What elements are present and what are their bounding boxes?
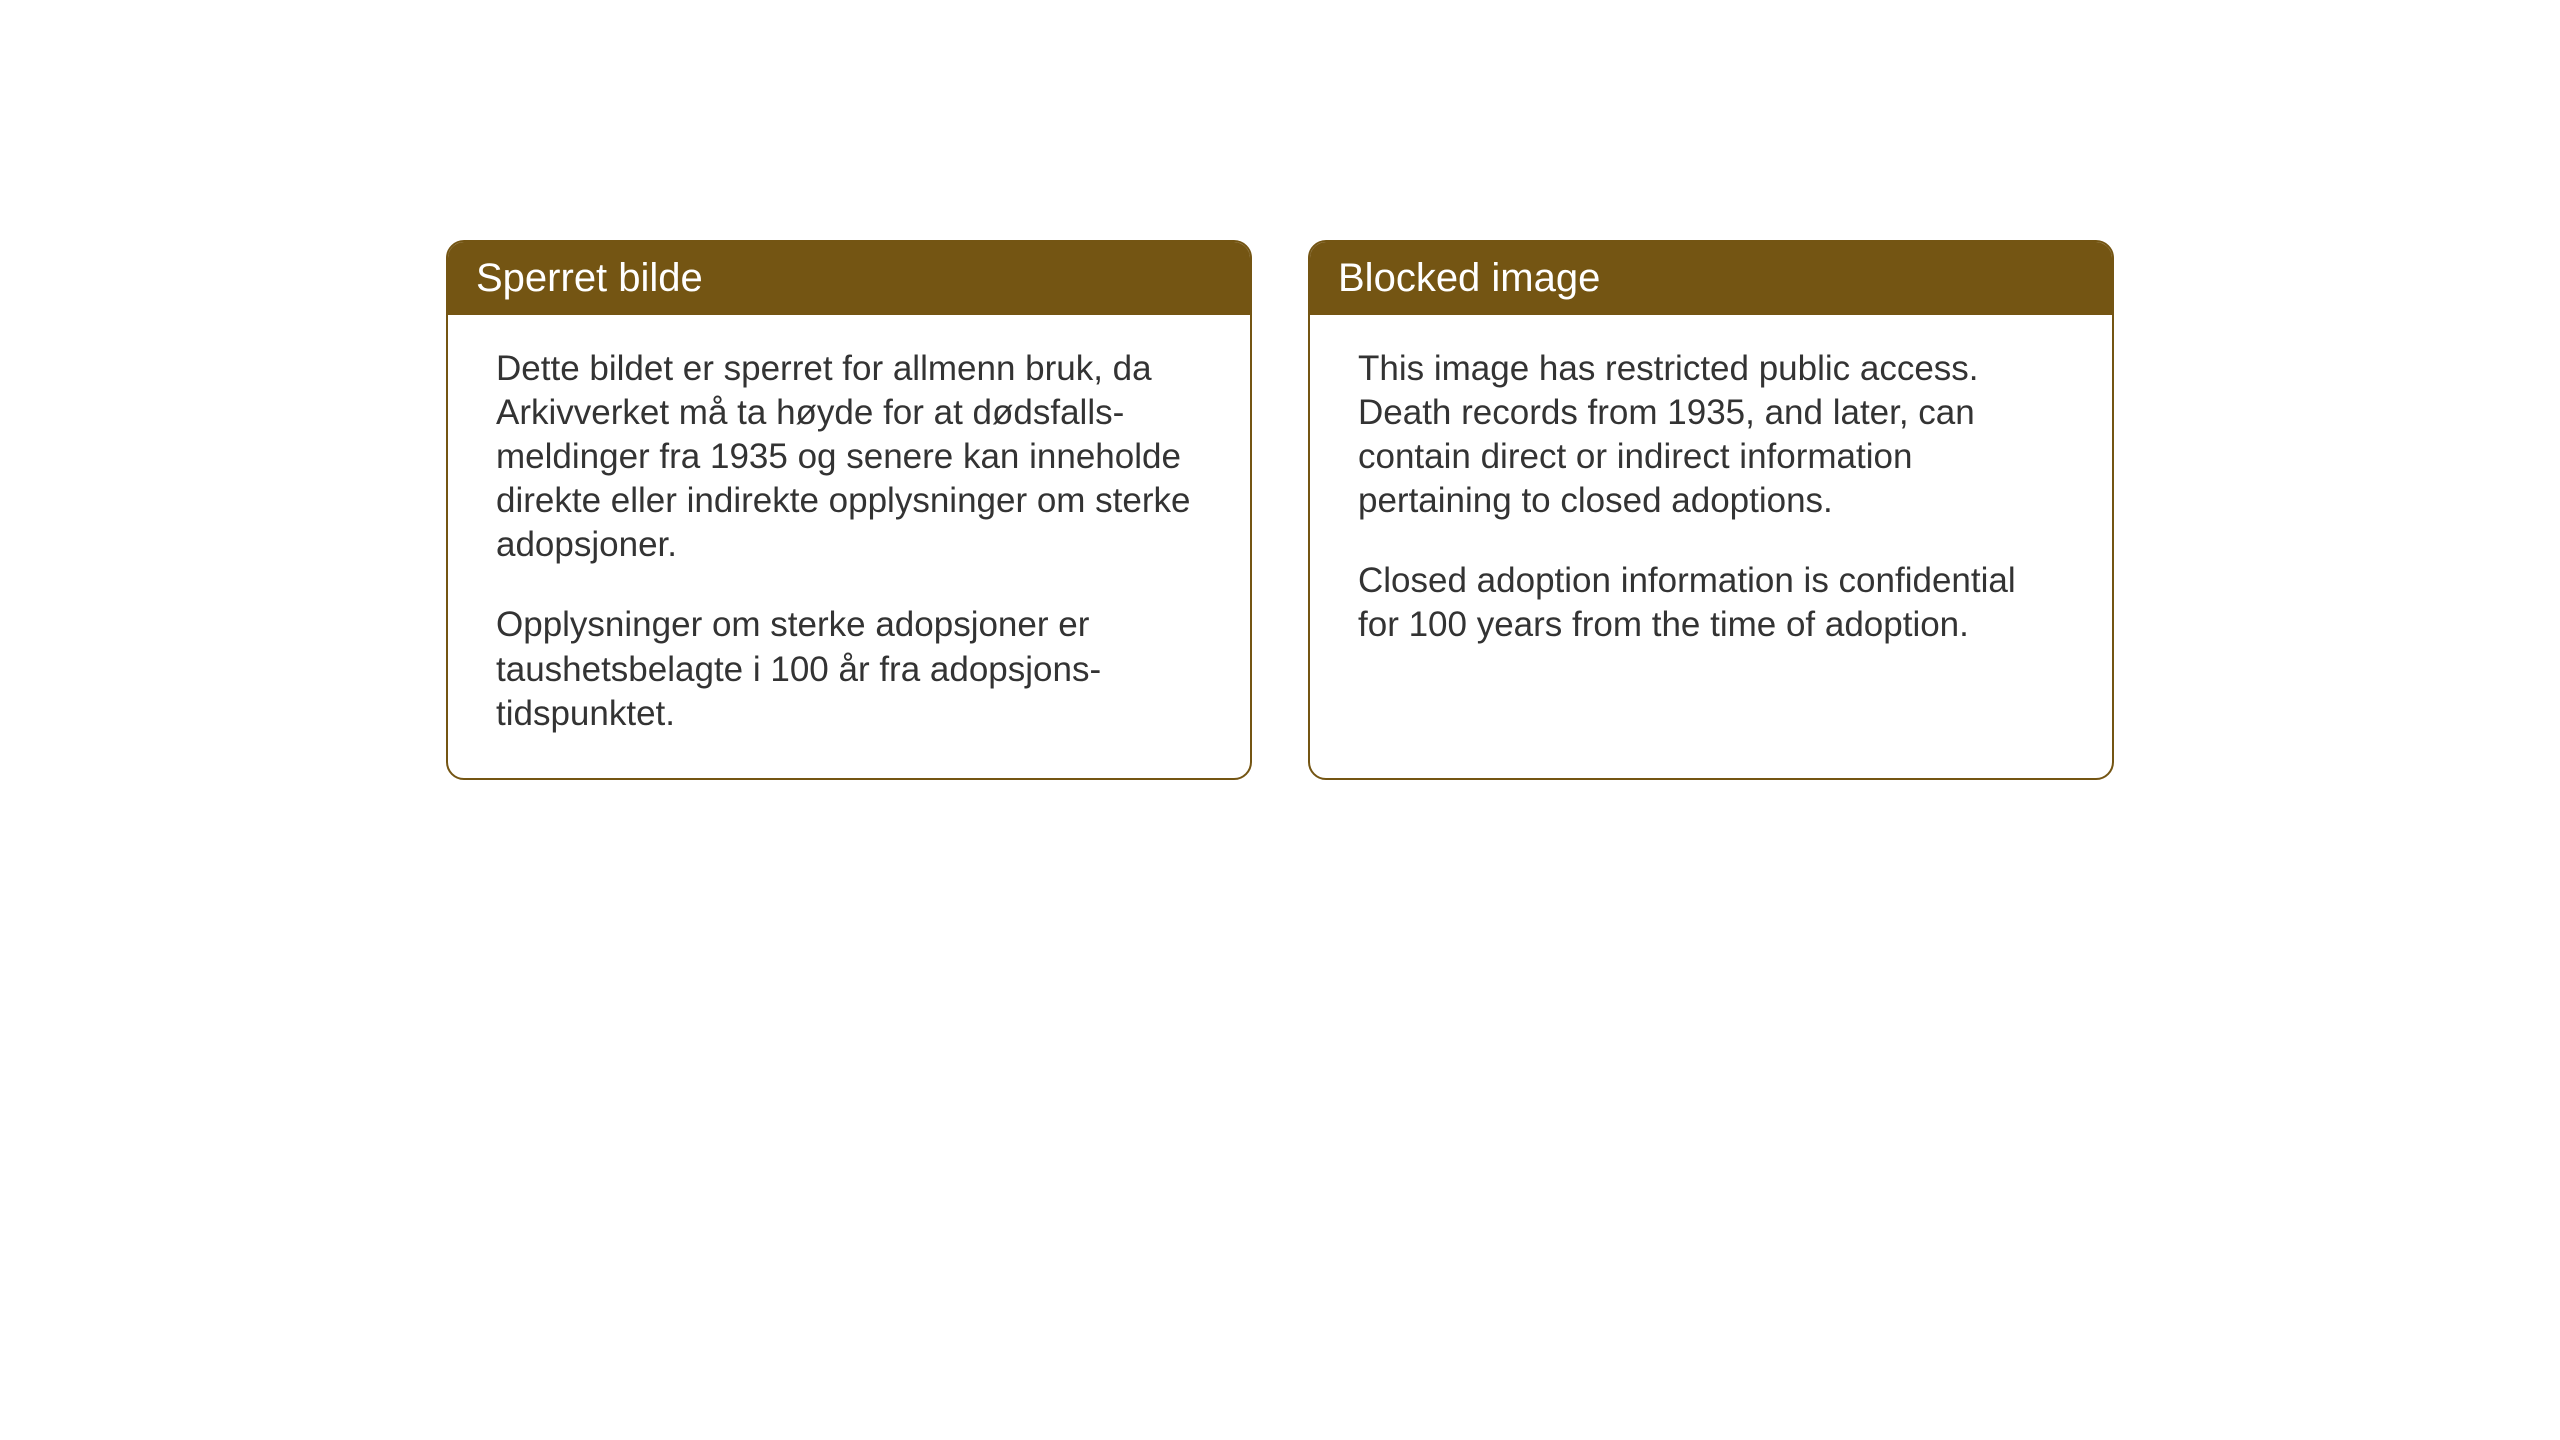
paragraph-2-english: Closed adoption information is confident… bbox=[1358, 559, 2064, 647]
card-body-norwegian: Dette bildet er sperret for allmenn bruk… bbox=[448, 315, 1250, 778]
paragraph-1-english: This image has restricted public access.… bbox=[1358, 347, 2064, 523]
blocked-image-card-norwegian: Sperret bilde Dette bildet er sperret fo… bbox=[446, 240, 1252, 780]
cards-container: Sperret bilde Dette bildet er sperret fo… bbox=[446, 240, 2114, 780]
card-title-norwegian: Sperret bilde bbox=[476, 256, 703, 300]
card-header-norwegian: Sperret bilde bbox=[448, 242, 1250, 315]
card-header-english: Blocked image bbox=[1310, 242, 2112, 315]
card-title-english: Blocked image bbox=[1338, 256, 1600, 300]
paragraph-2-norwegian: Opplysninger om sterke adopsjoner er tau… bbox=[496, 603, 1202, 735]
paragraph-1-norwegian: Dette bildet er sperret for allmenn bruk… bbox=[496, 347, 1202, 567]
blocked-image-card-english: Blocked image This image has restricted … bbox=[1308, 240, 2114, 780]
card-body-english: This image has restricted public access.… bbox=[1310, 315, 2112, 727]
